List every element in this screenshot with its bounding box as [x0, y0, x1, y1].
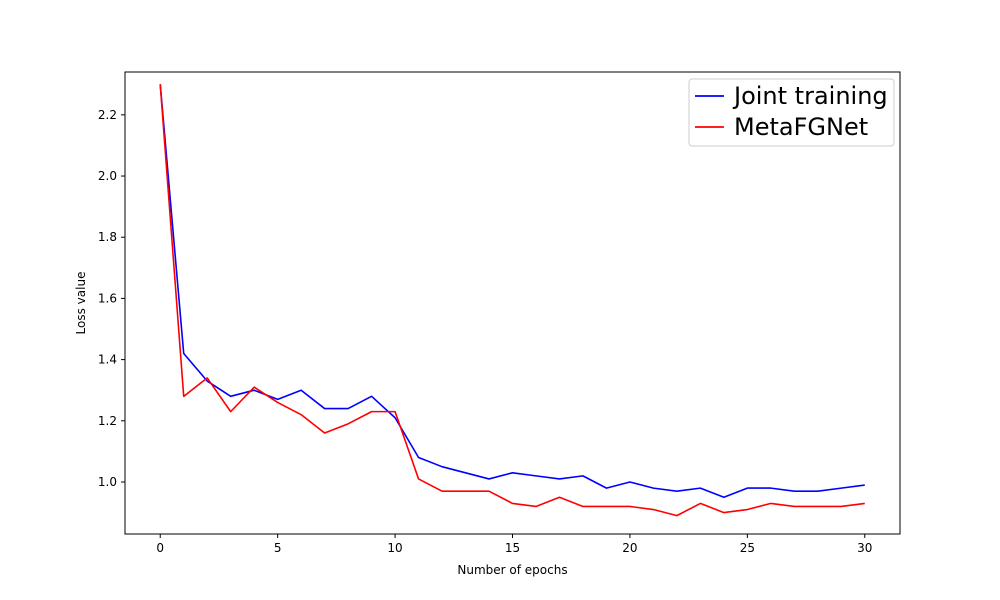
- y-axis-ticks: 1.0 1.2 1.4 1.6 1.8 2.0 2.2: [98, 108, 125, 489]
- y-tick-label: 1.0: [98, 475, 117, 489]
- x-tick-label: 25: [740, 541, 755, 555]
- series-layer: [159, 84, 865, 517]
- legend-label-joint-training: Joint training: [732, 82, 888, 110]
- joint-training-line: [159, 84, 865, 499]
- x-tick-label: 15: [505, 541, 520, 555]
- x-tick-label: 20: [622, 541, 637, 555]
- x-tick-label: 5: [274, 541, 282, 555]
- legend-box: [688, 78, 895, 147]
- y-tick-label: 2.2: [98, 108, 117, 122]
- x-tick-label: 30: [857, 541, 872, 555]
- x-tick-label: 10: [387, 541, 402, 555]
- y-axis-label: Loss value: [74, 272, 88, 335]
- y-tick-label: 1.4: [98, 353, 117, 367]
- plot-area: [125, 72, 900, 534]
- x-axis-ticks: 0 5 10 15 20 25 30: [156, 534, 872, 555]
- y-tick-label: 2.0: [98, 169, 117, 183]
- x-tick-label: 0: [156, 541, 164, 555]
- y-tick-label: 1.6: [98, 291, 117, 305]
- legend: Joint training MetaFGNet: [688, 78, 895, 147]
- y-tick-label: 1.2: [98, 414, 117, 428]
- x-axis-label: Number of epochs: [457, 563, 567, 577]
- legend-label-metafgnet: MetaFGNet: [734, 113, 868, 141]
- y-tick-label: 1.8: [98, 230, 117, 244]
- metafgnet-line: [159, 84, 865, 517]
